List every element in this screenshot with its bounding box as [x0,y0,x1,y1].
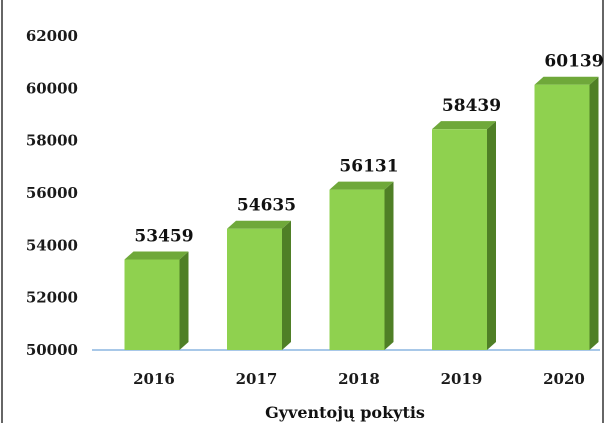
bar [329,189,385,350]
x-tick-label: 2020 [543,370,585,388]
x-tick-label: 2018 [338,370,380,388]
x-axis-title: Gyventojų pokytis [265,403,425,422]
bar-top [124,251,189,260]
y-tick-label: 54000 [26,236,78,254]
bar-top [432,121,496,130]
bar [124,259,180,350]
bar-top [329,181,394,190]
bar-side [487,121,496,350]
bar-top [227,220,291,229]
bar [432,129,487,350]
data-label: 58439 [442,96,501,116]
y-tick-label: 56000 [26,184,78,202]
bar [227,228,282,350]
data-label: 56131 [339,157,398,177]
x-tick-label: 2016 [133,370,175,388]
bar-side [589,76,599,350]
data-label: 53459 [134,226,193,246]
y-tick-label: 50000 [26,341,78,359]
bar-side [282,220,291,350]
y-tick-label: 52000 [26,289,78,307]
x-tick-label: 2019 [441,370,483,388]
bar [534,84,590,350]
y-tick-label: 62000 [26,27,78,45]
data-label: 60139 [544,52,603,72]
y-tick-label: 60000 [26,79,78,97]
bar-side [179,251,189,350]
y-tick-label: 58000 [26,132,78,150]
bar-top [534,76,599,85]
data-label: 54635 [237,196,296,216]
x-tick-label: 2017 [236,370,278,388]
bar-side [384,181,394,350]
